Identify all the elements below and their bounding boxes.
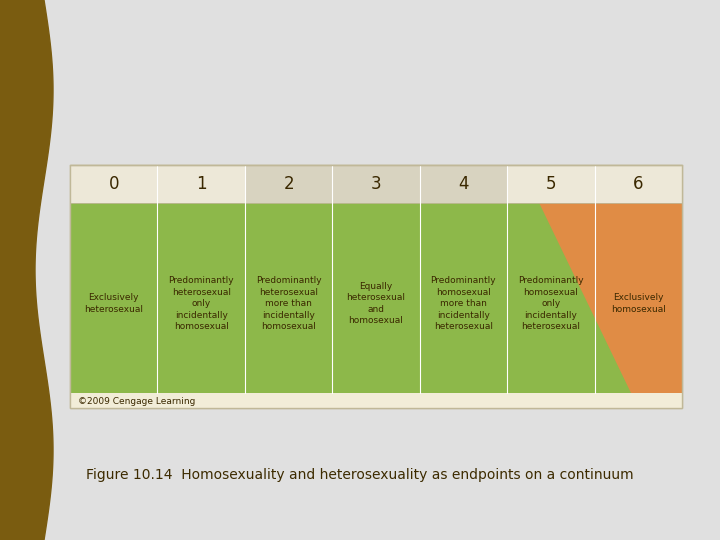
Bar (70, 203, 682, 393)
FancyBboxPatch shape (70, 165, 682, 408)
Polygon shape (0, 0, 53, 540)
Text: Predominantly
heterosexual
more than
incidentally
homosexual: Predominantly heterosexual more than inc… (256, 276, 321, 331)
Text: Predominantly
homosexual
only
incidentally
heterosexual: Predominantly homosexual only incidental… (518, 276, 584, 331)
Bar (507, 165, 595, 203)
Text: 0: 0 (109, 175, 119, 193)
Bar (70, 165, 158, 203)
Text: 4: 4 (458, 175, 469, 193)
Text: Exclusively
homosexual: Exclusively homosexual (611, 293, 666, 314)
Text: Exclusively
heterosexual: Exclusively heterosexual (84, 293, 143, 314)
Text: 1: 1 (196, 175, 207, 193)
Text: Predominantly
homosexual
more than
incidentally
heterosexual: Predominantly homosexual more than incid… (431, 276, 496, 331)
Bar (158, 165, 245, 203)
Bar (595, 165, 682, 203)
Polygon shape (70, 203, 631, 393)
Text: Figure 10.14  Homosexuality and heterosexuality as endpoints on a continuum: Figure 10.14 Homosexuality and heterosex… (86, 468, 634, 482)
Text: 3: 3 (371, 175, 382, 193)
Bar (420, 165, 507, 203)
Text: Predominantly
heterosexual
only
incidentally
homosexual: Predominantly heterosexual only incident… (168, 276, 234, 331)
Bar (70, 165, 682, 408)
Bar (333, 165, 420, 203)
Bar (245, 165, 333, 203)
Bar (70, 393, 682, 408)
Text: 5: 5 (546, 175, 556, 193)
Text: 6: 6 (633, 175, 644, 193)
Text: ©2009 Cengage Learning: ©2009 Cengage Learning (78, 397, 195, 406)
Text: Equally
heterosexual
and
homosexual: Equally heterosexual and homosexual (346, 282, 405, 326)
Text: 2: 2 (283, 175, 294, 193)
